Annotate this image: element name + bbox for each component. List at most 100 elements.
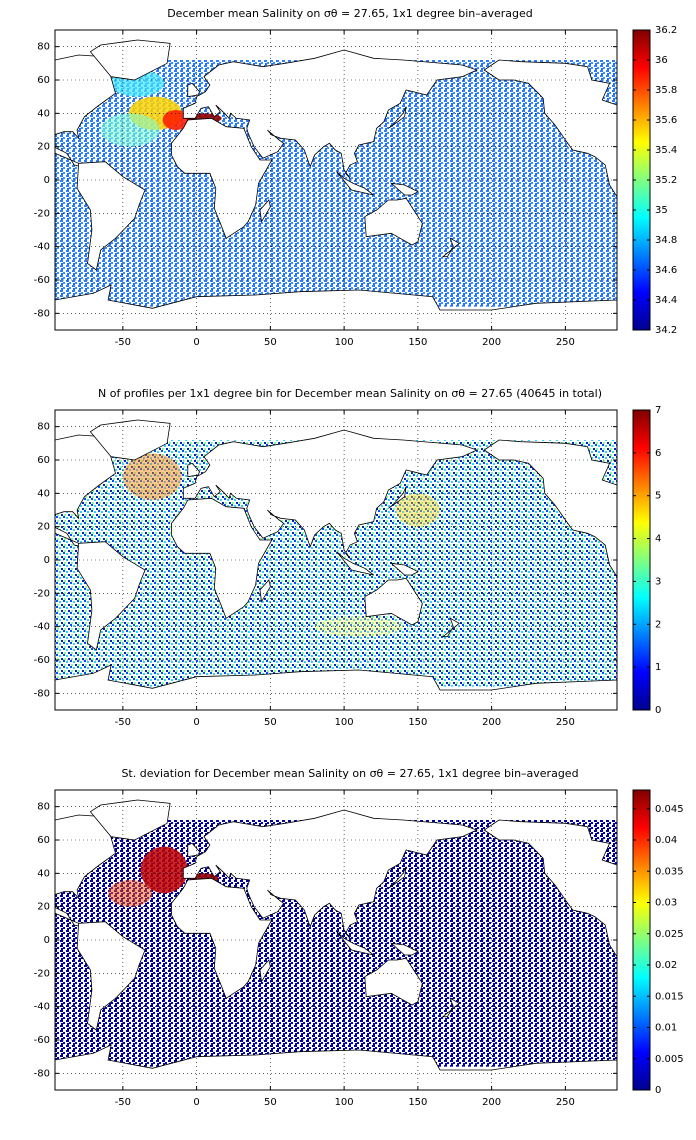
colorbar (632, 789, 651, 1091)
panel-title: December mean Salinity on σθ = 27.65, 1x… (167, 7, 533, 20)
x-tick-label: 150 (408, 337, 427, 348)
colorbar-label: 34.8 (655, 235, 677, 246)
y-tick-label: -60 (34, 275, 50, 286)
land (89, 419, 171, 461)
x-tick-label: -50 (115, 717, 131, 728)
land (483, 59, 617, 198)
y-tick-label: 60 (37, 455, 50, 466)
y-tick-label: 80 (37, 802, 50, 813)
y-tick-label: 20 (37, 142, 50, 153)
x-tick-label: 50 (264, 717, 277, 728)
map-layer (55, 30, 617, 330)
colorbar-label: 0.03 (655, 898, 677, 909)
land (89, 39, 171, 81)
land (187, 842, 201, 858)
colorbar-label: 0.015 (655, 991, 684, 1002)
y-tick-label: 20 (37, 522, 50, 533)
colorbar-label: 0 (655, 705, 661, 716)
colorbar-label: 0.01 (655, 1023, 677, 1034)
land (55, 664, 617, 710)
plot-frame (54, 409, 618, 711)
colorbar-label: 34.6 (655, 265, 677, 276)
colorbar-label: 6 (655, 448, 661, 459)
y-tick-label: -80 (34, 688, 50, 699)
land (388, 486, 407, 509)
colorbar-label: 36.2 (655, 25, 677, 36)
colorbar-label: 0.025 (655, 929, 684, 940)
land (441, 617, 460, 638)
x-tick-label: 50 (264, 337, 277, 348)
data-cluster (162, 110, 190, 130)
colorbar-label: 0.04 (655, 835, 677, 846)
y-tick-label: 40 (37, 488, 50, 499)
y-tick-label: -40 (34, 1002, 50, 1013)
x-tick-label: 0 (193, 1097, 199, 1108)
land (259, 199, 271, 223)
land (76, 161, 146, 271)
y-tick-label: -20 (34, 588, 50, 599)
colorbar-label: 35.4 (655, 145, 677, 156)
land (55, 1044, 617, 1090)
land (259, 959, 271, 983)
x-tick-label: 200 (482, 1097, 501, 1108)
panel-title: St. deviation for December mean Salinity… (121, 767, 578, 780)
y-tick-label: -80 (34, 308, 50, 319)
colorbar-label: 7 (655, 405, 661, 416)
land (441, 997, 460, 1018)
x-tick-label: 200 (482, 717, 501, 728)
y-tick-label: -60 (34, 655, 50, 666)
colorbar-label: 3 (655, 576, 661, 587)
colorbar-label: 0.005 (655, 1054, 684, 1065)
land (187, 82, 201, 98)
y-tick-label: 0 (44, 555, 50, 566)
colorbar-label: 34.2 (655, 325, 677, 336)
y-tick-label: 80 (37, 42, 50, 53)
data-cluster (314, 616, 404, 637)
land (364, 957, 423, 1006)
data-cluster (100, 113, 160, 147)
x-tick-label: 250 (556, 337, 575, 348)
land (441, 237, 460, 258)
x-tick-label: 250 (556, 717, 575, 728)
y-tick-label: 60 (37, 75, 50, 86)
land (390, 182, 419, 196)
land (89, 799, 171, 841)
y-tick-label: -60 (34, 1035, 50, 1046)
colorbar-label: 4 (655, 534, 661, 545)
colorbar-label: 2 (655, 619, 661, 630)
y-tick-label: 60 (37, 835, 50, 846)
land (171, 497, 273, 619)
data-cluster (122, 453, 182, 500)
x-tick-label: 150 (408, 717, 427, 728)
colorbar-label: 0 (655, 1085, 661, 1096)
colorbar-label: 0.045 (655, 804, 684, 815)
colorbar-label: 0.035 (655, 866, 684, 877)
colorbar-label: 34.4 (655, 295, 677, 306)
y-tick-label: 80 (37, 422, 50, 433)
land (259, 579, 271, 603)
data-cluster (108, 880, 153, 907)
y-tick-label: 0 (44, 935, 50, 946)
land (390, 942, 419, 956)
y-tick-label: -20 (34, 208, 50, 219)
colorbar-label: 35 (655, 205, 668, 216)
land (182, 49, 478, 179)
y-tick-label: -40 (34, 622, 50, 633)
land (76, 921, 146, 1031)
land (388, 866, 407, 889)
colorbar-label: 35.2 (655, 175, 677, 186)
land (483, 439, 617, 578)
x-tick-label: 0 (193, 337, 199, 348)
land (171, 877, 273, 999)
map-layer (55, 410, 617, 710)
land (364, 577, 423, 626)
y-tick-label: 20 (37, 902, 50, 913)
land (187, 462, 201, 478)
colorbar-label: 5 (655, 491, 661, 502)
y-tick-label: -80 (34, 1068, 50, 1079)
y-tick-label: 0 (44, 175, 50, 186)
colorbar (632, 409, 651, 711)
colorbar-label: 35.6 (655, 115, 677, 126)
land (364, 197, 423, 246)
